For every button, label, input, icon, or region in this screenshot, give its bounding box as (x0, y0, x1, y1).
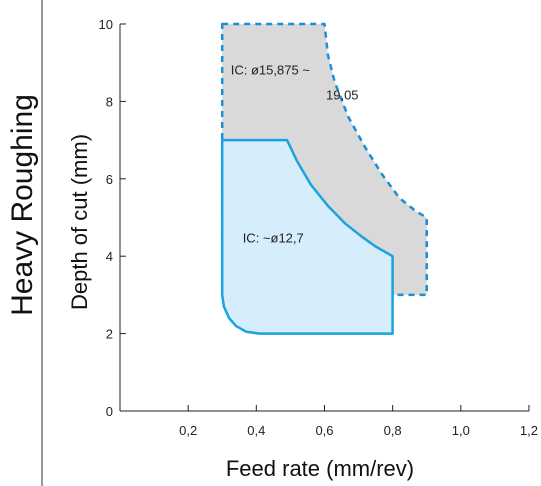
regions: IC: ø15,875 ~ 19,05 IC: ~ø12,7 (220, 22, 428, 335)
y-tick-label: 4 (106, 249, 113, 264)
x-ticks: 0,2 0,4 0,6 0,8 1,0 1,2 (179, 405, 538, 438)
x-tick-label: 0,6 (315, 423, 333, 438)
x-tick-label: 0,2 (179, 423, 197, 438)
region-small-ic (220, 138, 394, 335)
y-ticks: 0 2 4 6 8 10 (99, 17, 126, 419)
side-title: Heavy Roughing (6, 94, 39, 316)
y-tick-label: 10 (99, 17, 113, 32)
y-tick-label: 0 (106, 404, 113, 419)
x-tick-label: 1,0 (452, 423, 470, 438)
y-tick-label: 6 (106, 172, 113, 187)
region-label: IC: ø15,875 ~ (231, 62, 311, 77)
y-tick-label: 8 (106, 94, 113, 109)
region-label: IC: ~ø12,7 (243, 231, 304, 246)
x-tick-label: 0,8 (384, 423, 402, 438)
y-axis-title: Depth of cut (mm) (67, 134, 92, 310)
x-tick-label: 0,4 (247, 423, 265, 438)
x-tick-label: 1,2 (520, 423, 538, 438)
y-tick-label: 2 (106, 327, 113, 342)
x-axis-title: Feed rate (mm/rev) (226, 456, 414, 481)
region-label-line2: 19,05 (326, 87, 359, 102)
